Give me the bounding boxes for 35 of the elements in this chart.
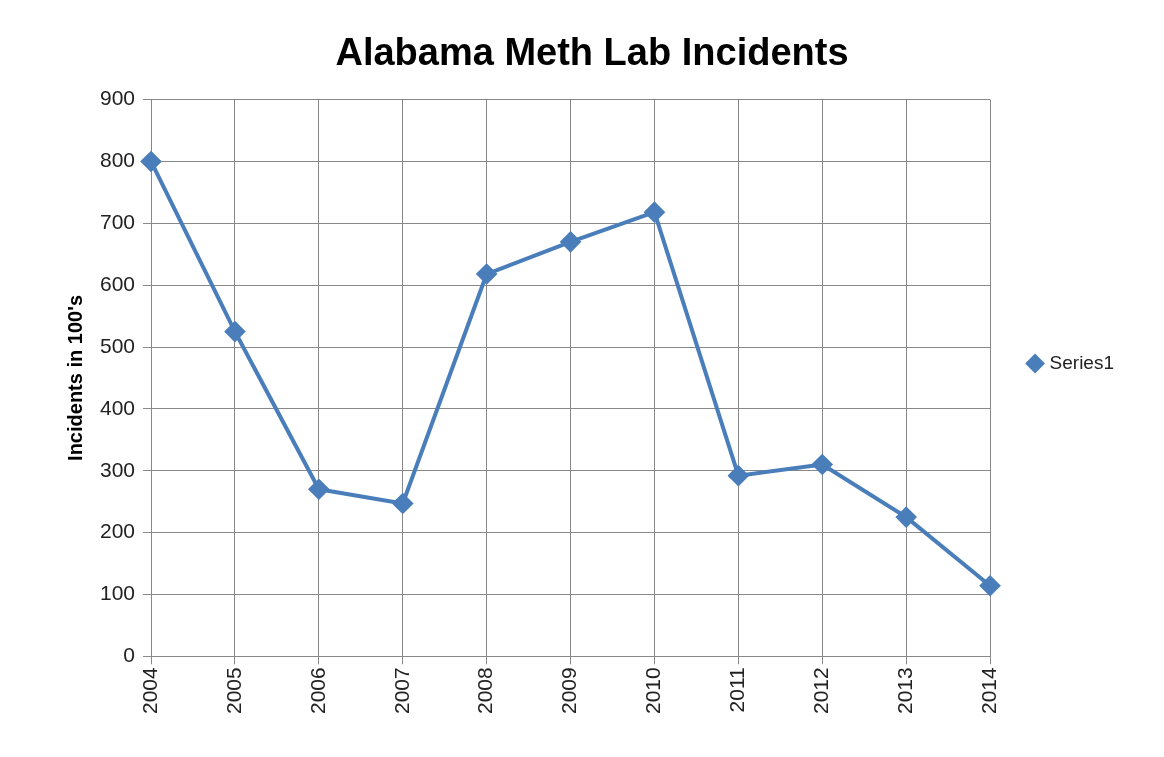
y-tick-label: 300 <box>99 457 136 481</box>
point <box>728 465 749 486</box>
y-tick-label: 800 <box>99 148 136 172</box>
point <box>476 264 497 285</box>
x-tick-label: 2005 <box>221 667 245 714</box>
y-tick-label: 700 <box>99 210 136 234</box>
x-tick-label: 2010 <box>641 667 665 714</box>
x-tick-label: 2004 <box>137 666 161 714</box>
x-tick-label: 2011 <box>725 667 749 713</box>
y-tick-label: 200 <box>99 519 136 543</box>
x-tick-label: 2012 <box>809 667 833 714</box>
x-tick-label: 2008 <box>473 667 497 714</box>
y-tick-label: 500 <box>99 333 136 357</box>
point <box>812 454 833 475</box>
x-tick-label: 2013 <box>892 667 916 714</box>
x-tick-label: 2007 <box>389 667 413 714</box>
point <box>141 151 162 172</box>
y-tick-label: 0 <box>123 643 136 667</box>
y-tick-label: 400 <box>99 395 136 419</box>
legend-label: Series1 <box>1049 351 1114 373</box>
y-tick-label: 600 <box>99 271 136 295</box>
y-tick-label: 100 <box>99 581 136 605</box>
x-tick-label: 2014 <box>976 666 1000 714</box>
y-axis-title: Incidents in 100's <box>63 294 86 461</box>
chart-title: Alabama Meth Lab Incidents <box>335 31 849 74</box>
x-tick-label: 2006 <box>305 667 329 714</box>
point <box>308 479 329 500</box>
x-tick-label: 2009 <box>557 667 581 714</box>
point <box>896 507 917 528</box>
point <box>644 202 665 223</box>
point <box>224 321 245 342</box>
y-tick-label: 900 <box>99 86 136 110</box>
point <box>392 493 413 514</box>
point <box>560 231 581 252</box>
point <box>980 575 1001 596</box>
